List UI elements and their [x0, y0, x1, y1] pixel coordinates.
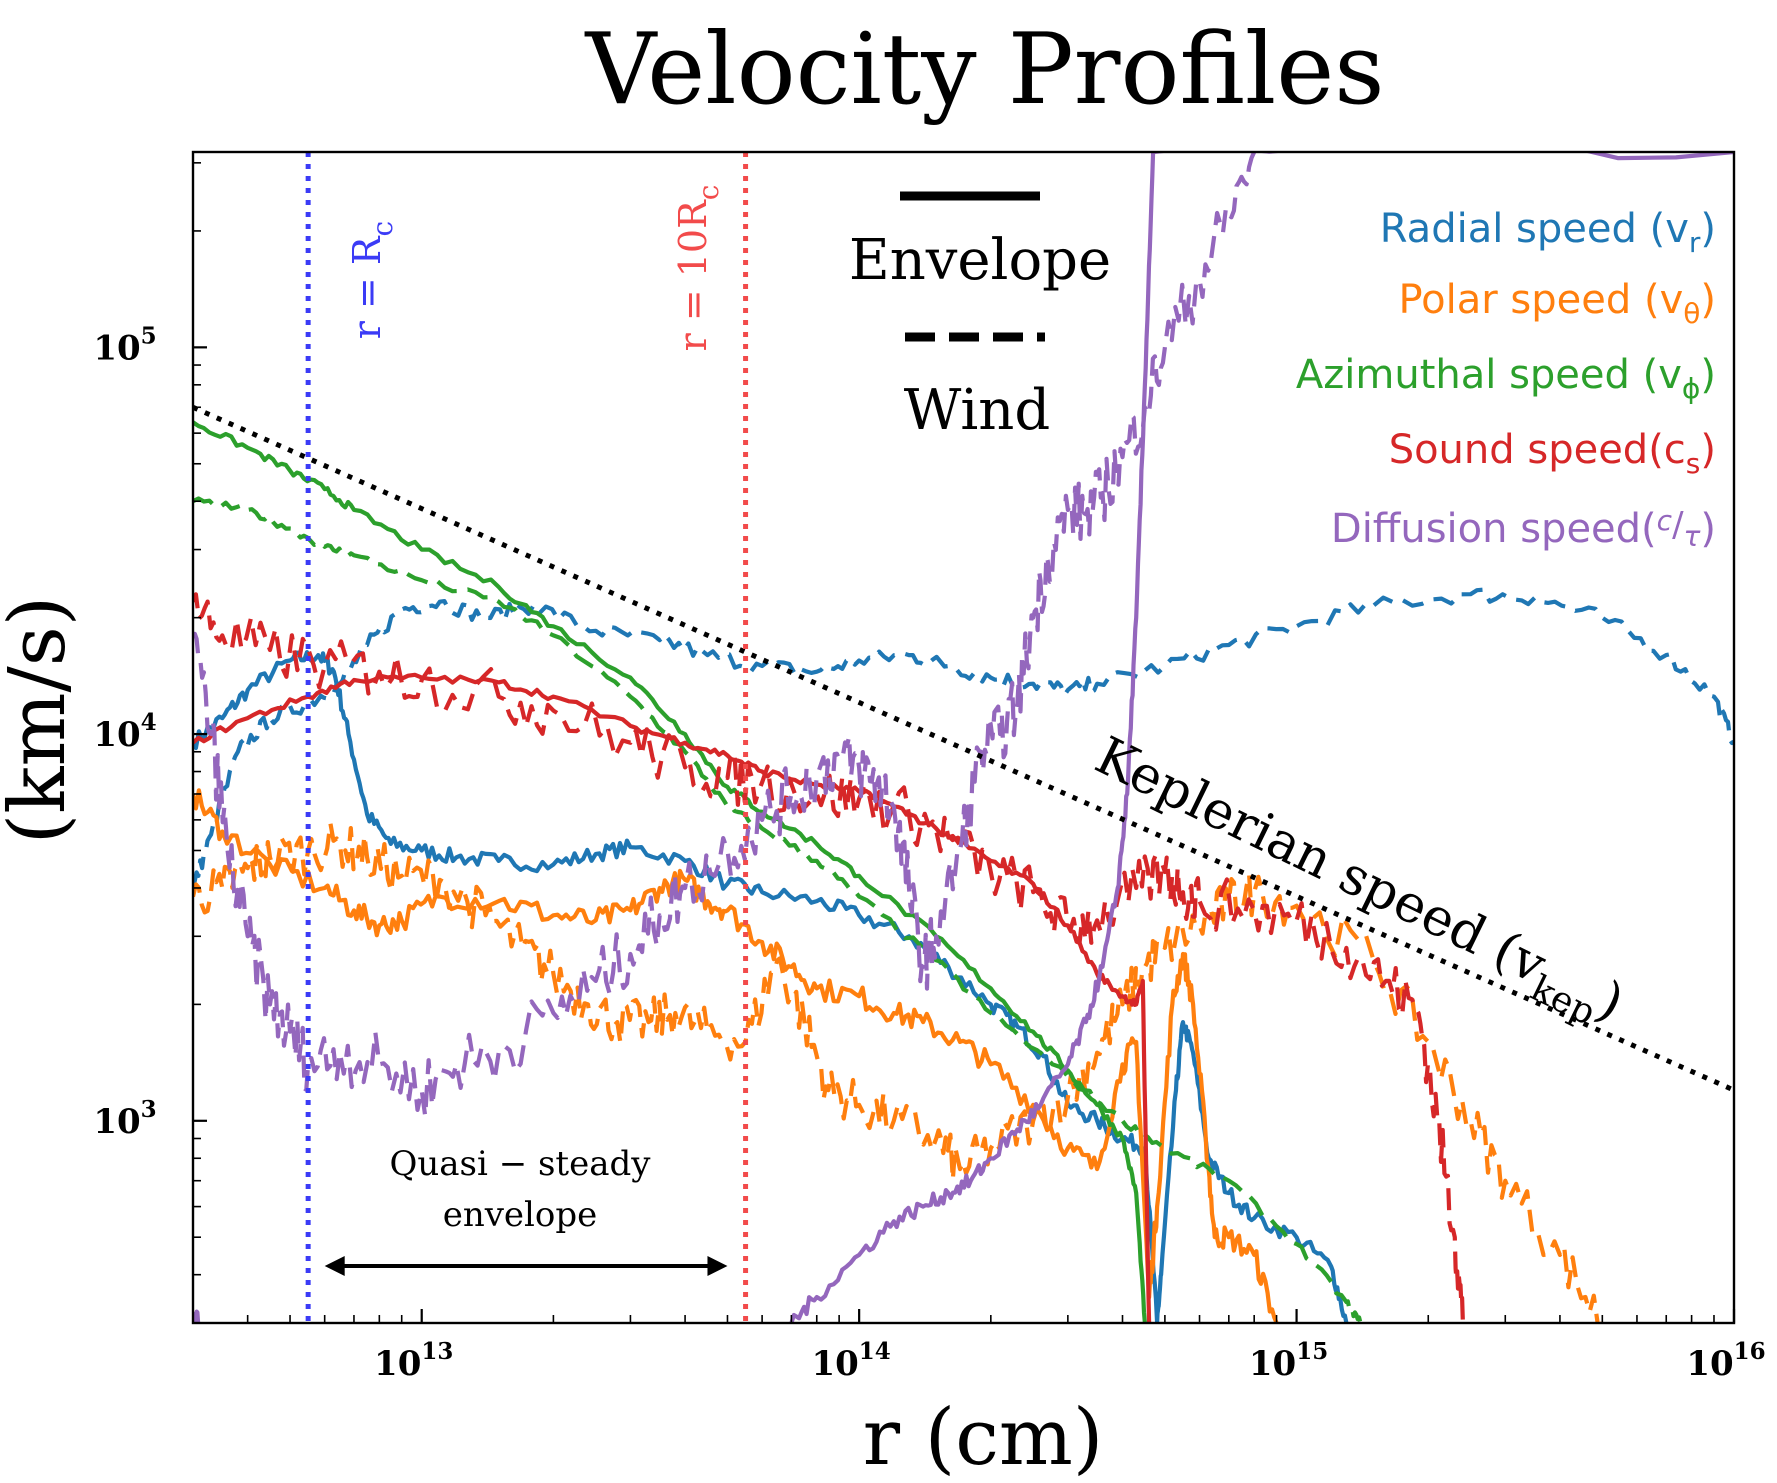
svg-text:r = 10Rc: r = 10Rc — [671, 185, 725, 352]
x-tick-exp: 14 — [859, 1338, 891, 1365]
linestyle-legend: Envelope Wind — [849, 191, 1111, 443]
legend-entry-tail: ) — [1700, 352, 1716, 398]
legend-entry-text: Polar speed (v — [1398, 277, 1683, 323]
series-line-7 — [193, 592, 1465, 1323]
series-line-2 — [193, 788, 1279, 1323]
series-line-9 — [789, 152, 1734, 1323]
10rc-label-text: r = 10R — [671, 199, 715, 352]
legend-entry-2: Azimuthal speed (vϕ) — [1296, 352, 1716, 405]
reference-lines — [305, 152, 749, 1323]
10rc-line-label: r = 10Rc — [671, 185, 725, 352]
x-axis-label: r (cm) — [863, 1393, 1104, 1483]
legend-entry-tail: ) — [1700, 277, 1716, 323]
x-tick-base: 10 — [811, 1344, 858, 1384]
x-tick-label-0: 1013 — [374, 1338, 453, 1384]
y-axis-label: (km/s) — [0, 596, 83, 844]
series-line-1 — [193, 587, 1734, 889]
rc-label-text: r = R — [345, 235, 389, 339]
legend-entry-subscript: θ — [1683, 297, 1700, 330]
legend-entry-text: Radial speed (v — [1380, 206, 1689, 252]
legend-entry-4: Diffusion speed(c/τ) — [1331, 504, 1716, 553]
legend-entry-tail: ) — [1700, 506, 1716, 552]
y-tick-base: 10 — [93, 715, 140, 755]
x-tick-label-3: 1016 — [1686, 1338, 1765, 1384]
x-tick-exp: 13 — [421, 1338, 453, 1365]
rc-label-subscript: c — [366, 221, 399, 237]
legend-frac-num: c — [1657, 504, 1673, 537]
plot-area — [193, 152, 1734, 1323]
legend-entry-3: Sound speed(cs) — [1389, 427, 1716, 480]
rc-line-label: r = Rc — [345, 221, 399, 339]
annotation-arrow-left-head — [324, 1256, 345, 1276]
y-tick-label-0: 103 — [93, 1096, 156, 1142]
x-tick-base: 10 — [1686, 1344, 1733, 1384]
x-tick-label-1: 1014 — [811, 1338, 890, 1384]
quasi-steady-annotation: Quasi − steady envelope — [324, 1144, 728, 1276]
legend-entry-subscript: s — [1686, 447, 1701, 480]
legend-entry-text: Sound speed(c — [1389, 427, 1686, 473]
x-tick-base: 10 — [374, 1344, 421, 1384]
annotation-line1: Quasi − steady — [390, 1144, 652, 1184]
series-layer — [193, 152, 1734, 1323]
x-tick-exp: 16 — [1734, 1338, 1766, 1365]
legend-wind-label: Wind — [904, 378, 1050, 443]
y-tick-base: 10 — [93, 1102, 140, 1142]
legend-entry-tail: ) — [1700, 427, 1716, 473]
svg-text:r = Rc: r = Rc — [345, 221, 399, 339]
keplerian-line — [193, 404, 1734, 1093]
legend-frac-den: τ — [1684, 520, 1701, 553]
y-tick-base: 10 — [93, 328, 140, 368]
color-legend: Radial speed (vr)Polar speed (vθ)Azimuth… — [1296, 206, 1716, 553]
x-tick-label-2: 1015 — [1249, 1338, 1328, 1384]
10rc-label-subscript: c — [692, 185, 725, 201]
series-line-0 — [193, 650, 1349, 1323]
series-line-10 — [193, 152, 1257, 1119]
annotation-line2: envelope — [443, 1195, 598, 1235]
plot-frame — [191, 150, 1736, 1325]
annotation-arrow-right-head — [707, 1256, 728, 1276]
legend-entry-1: Polar speed (vθ) — [1398, 277, 1716, 330]
legend-entry-0: Radial speed (vr) — [1380, 206, 1716, 259]
legend-frac-slash: / — [1672, 505, 1684, 545]
chart-title: Velocity Profiles — [584, 13, 1384, 127]
legend-entry-tail: ) — [1700, 206, 1716, 252]
legend-envelope-label: Envelope — [849, 228, 1111, 293]
series-line-5 — [193, 496, 1363, 1323]
legend-entry-text: Diffusion speed( — [1331, 506, 1657, 552]
legend-entry-subscript: ϕ — [1682, 372, 1700, 405]
x-tick-base: 10 — [1249, 1344, 1296, 1384]
y-tick-label-2: 105 — [93, 322, 156, 368]
y-tick-exp: 3 — [141, 1096, 157, 1123]
legend-entry-subscript: r — [1689, 226, 1701, 259]
y-tick-exp: 5 — [141, 322, 157, 349]
legend-entry-text: Azimuthal speed (v — [1296, 352, 1682, 398]
annotation-arrow — [324, 1256, 728, 1276]
series-line-3 — [193, 821, 1603, 1323]
y-tick-exp: 4 — [141, 709, 157, 736]
y-tick-label-1: 104 — [93, 709, 156, 755]
x-tick-exp: 15 — [1296, 1338, 1328, 1365]
